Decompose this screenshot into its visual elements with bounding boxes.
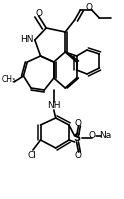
Text: O: O — [85, 4, 92, 13]
Text: O: O — [88, 132, 95, 140]
Text: O: O — [75, 118, 82, 128]
Text: CH₃: CH₃ — [2, 74, 16, 84]
Text: O: O — [35, 10, 42, 19]
Text: HN: HN — [20, 35, 34, 45]
Text: Cl: Cl — [28, 151, 36, 161]
Text: O: O — [75, 151, 82, 161]
Text: NH: NH — [47, 101, 61, 110]
Text: S: S — [73, 133, 80, 143]
Text: Na: Na — [99, 132, 111, 140]
